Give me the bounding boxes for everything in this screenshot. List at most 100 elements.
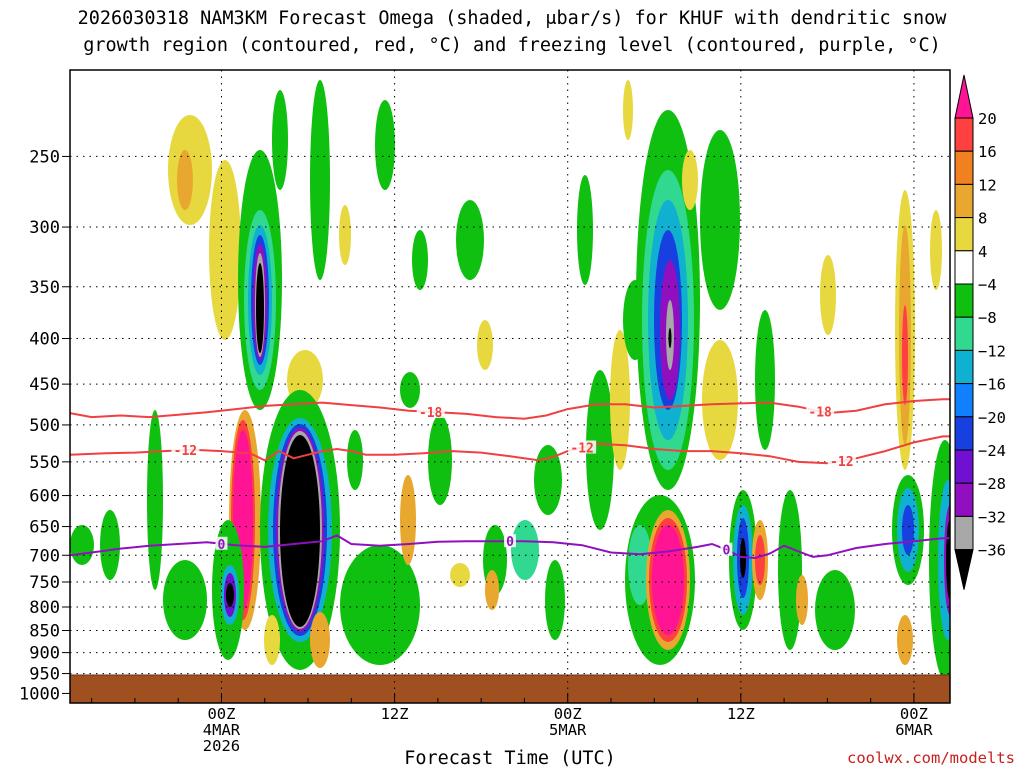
y-tick-label-900: 900 xyxy=(29,644,60,664)
omega-upward-region xyxy=(623,80,633,140)
colorbar: 20 16 12 8 4 −4 −8 −12 −16 −20 −24 −28 −32 −36 xyxy=(954,74,1006,590)
omega-downward-region xyxy=(272,90,288,190)
omega-upward-region xyxy=(820,255,836,335)
y-tick-label-400: 400 xyxy=(29,329,60,349)
omega-upward-region xyxy=(682,150,698,210)
x-tick-label: 6MAR xyxy=(895,721,933,739)
omega-upward-region xyxy=(177,150,193,210)
colorbar-segment xyxy=(954,515,974,551)
x-tick-label: 12Z xyxy=(727,705,755,723)
omega-downward-region xyxy=(428,415,452,505)
omega-upward-region xyxy=(264,615,280,665)
y-tick-label-750: 750 xyxy=(29,573,60,593)
y-tick-label-800: 800 xyxy=(29,598,60,618)
colorbar-segment xyxy=(954,117,974,152)
colorbar-segment xyxy=(954,250,974,285)
omega-downward-region xyxy=(375,100,395,190)
colorbar-label: −28 xyxy=(978,475,1006,493)
omega-upward-region xyxy=(897,615,913,665)
y-tick-label-350: 350 xyxy=(29,278,60,298)
omega-downward-region xyxy=(100,510,120,580)
omega-downward-region xyxy=(902,505,914,555)
credit-text: coolwx.com/modelts xyxy=(847,749,1015,767)
contour-label-bg xyxy=(215,536,228,550)
omega-upward-region xyxy=(755,535,765,585)
omega-downward-region xyxy=(226,583,234,607)
contour-label-bg xyxy=(416,404,445,418)
contour-label-bg xyxy=(806,404,835,418)
omega-downward-region xyxy=(577,175,593,285)
y-tick-label-600: 600 xyxy=(29,487,60,507)
contour-label-bg xyxy=(171,443,200,457)
temperature-contours: -18 -18 -12 -12 -12 0 0 0 xyxy=(69,398,950,560)
contour-label: -12 xyxy=(174,444,197,459)
omega-downward-region xyxy=(412,230,428,290)
omega-downward-region xyxy=(586,370,614,530)
omega-upward-region xyxy=(310,612,330,668)
colorbar-label: 20 xyxy=(978,110,997,128)
omega-downward-region xyxy=(456,200,484,280)
colorbar-label: −20 xyxy=(978,409,1006,427)
colorbar-label: −4 xyxy=(978,276,997,294)
omega-upward-region xyxy=(652,525,684,635)
colorbar-label: 16 xyxy=(978,143,997,161)
contour-line--12 xyxy=(69,435,950,465)
omega-downward-region xyxy=(534,445,562,515)
x-axis-label: Forecast Time (UTC) xyxy=(404,748,616,768)
x-tick-label: 00Z xyxy=(554,705,582,723)
omega-downward-region xyxy=(628,525,652,605)
y-tick-label-650: 650 xyxy=(29,518,60,538)
y-tick-label-250: 250 xyxy=(29,147,60,167)
colorbar-label: 12 xyxy=(978,176,997,194)
omega-upward-region xyxy=(796,575,808,625)
x-tick-label: 00Z xyxy=(207,705,235,723)
omega-upward-region xyxy=(477,320,493,370)
y-tick-label-550: 550 xyxy=(29,453,60,473)
y-tick-label-700: 700 xyxy=(29,546,60,566)
plot-border xyxy=(69,69,951,704)
omega-downward-region xyxy=(340,545,420,665)
colorbar-label: −24 xyxy=(978,442,1006,460)
x-tick-label: 12Z xyxy=(381,705,409,723)
contour-label: 0 xyxy=(722,544,730,559)
contour-label-bg xyxy=(827,453,856,467)
colorbar-label: −12 xyxy=(978,342,1006,360)
omega-downward-region xyxy=(755,310,775,450)
omega-upward-region xyxy=(485,570,499,610)
contour-label: 0 xyxy=(218,538,226,553)
omega-downward-region xyxy=(946,520,950,600)
omega-downward-region xyxy=(70,525,94,565)
omega-upward-region xyxy=(930,210,942,290)
contour-label-bg xyxy=(720,542,733,556)
colorbar-label: −16 xyxy=(978,376,1006,394)
colorbar-segment xyxy=(954,283,974,318)
y-tick-label-1000: 1000 xyxy=(19,684,60,704)
omega-downward-region xyxy=(815,570,855,650)
omega-downward-region xyxy=(511,520,539,580)
omega-downward-region xyxy=(545,560,565,640)
y-tick-label-450: 450 xyxy=(29,375,60,395)
colorbar-segment xyxy=(954,217,974,252)
y-tick-label-850: 850 xyxy=(29,621,60,641)
y-tick-label-950: 950 xyxy=(29,665,60,685)
omega-upward-region xyxy=(450,563,470,587)
x-tick-label: 2026 xyxy=(203,737,240,755)
colorbar-top-arrow xyxy=(954,74,974,119)
colorbar-label: −36 xyxy=(978,542,1006,560)
contour-line-0 xyxy=(69,534,950,560)
x-tick-label: 00Z xyxy=(900,705,928,723)
contour-label-bg xyxy=(568,440,597,454)
colorbar-segment xyxy=(954,482,974,517)
colorbar-segment xyxy=(954,316,974,351)
contour-label: 0 xyxy=(506,535,514,550)
colorbar-label: 8 xyxy=(978,210,987,228)
y-tick-label-500: 500 xyxy=(29,416,60,436)
omega-downward-region xyxy=(400,372,420,408)
omega-downward-region xyxy=(668,328,672,348)
omega-downward-region xyxy=(700,130,740,310)
pressure-gridlines xyxy=(70,70,950,703)
ground-surface xyxy=(70,675,950,703)
